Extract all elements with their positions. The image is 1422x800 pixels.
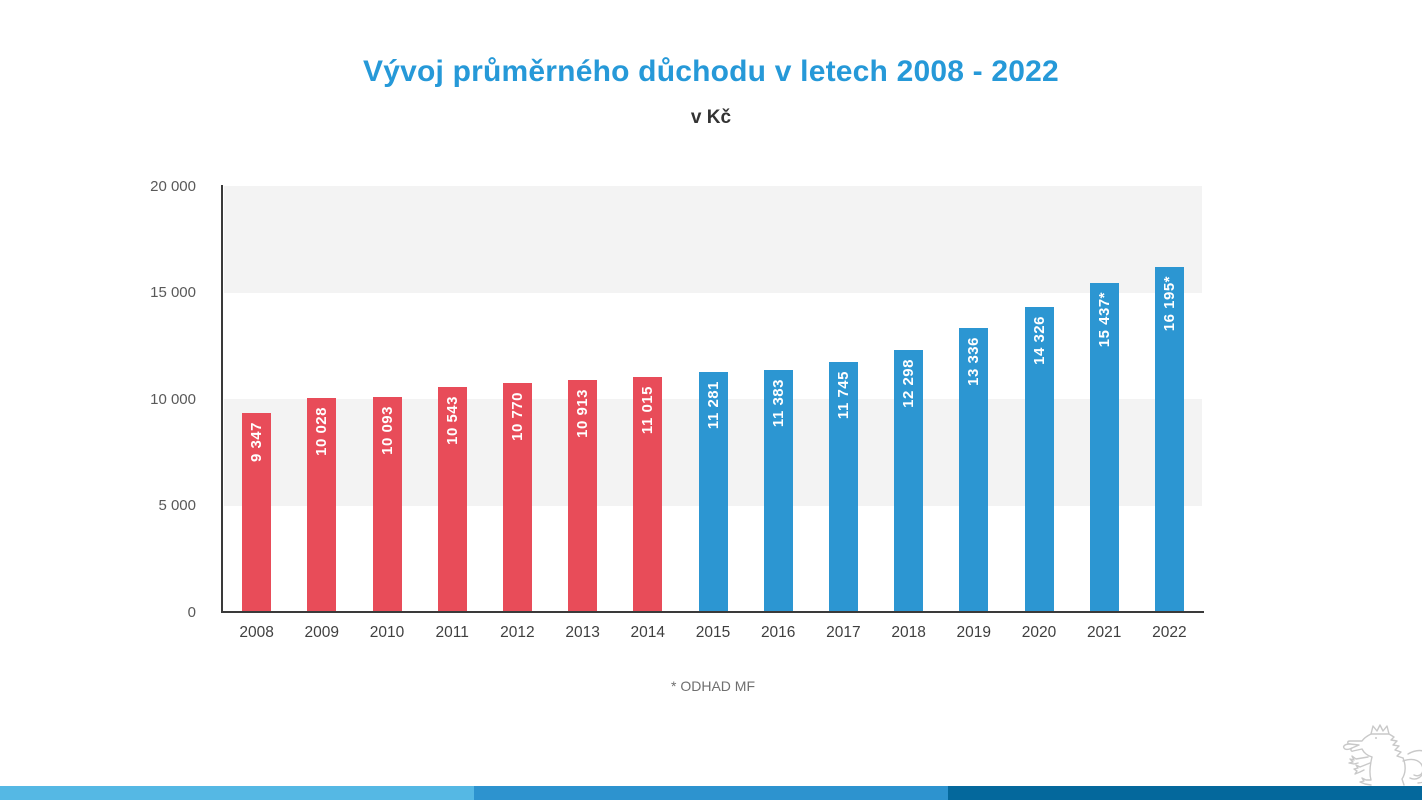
footer-stripes bbox=[0, 786, 1422, 800]
bar-value-label: 15 437* bbox=[1095, 292, 1113, 348]
x-tick-label-2010: 2010 bbox=[369, 624, 405, 641]
x-tick-label-2016: 2016 bbox=[760, 624, 796, 641]
x-tick-label-2020: 2020 bbox=[1021, 624, 1057, 641]
bar-value-label: 11 383 bbox=[769, 378, 787, 427]
bar-2013: 10 913 bbox=[568, 379, 598, 612]
x-tick-label-2019: 2019 bbox=[956, 624, 992, 641]
bar-2018: 12 298 bbox=[894, 350, 924, 612]
bar-value-label: 16 195* bbox=[1160, 276, 1178, 332]
plot-area: 9 347 10 028 10 093 10 543 10 770 10 913 11 01… bbox=[224, 186, 1202, 612]
y-tick-label: 15 000 bbox=[150, 284, 196, 301]
x-tick-label-2017: 2017 bbox=[826, 624, 861, 641]
x-tick-label-2009: 2009 bbox=[304, 624, 340, 641]
bar-value-label: 11 745 bbox=[834, 370, 852, 419]
bar-value-label: 10 913 bbox=[574, 388, 592, 438]
bar-value-label: 10 093 bbox=[378, 406, 396, 455]
bar-2019: 13 336 bbox=[959, 327, 989, 612]
bar-2016: 11 383 bbox=[763, 369, 793, 612]
y-tick-label: 5 000 bbox=[158, 497, 196, 514]
y-tick-label: 0 bbox=[187, 603, 196, 621]
bar-value-label: 13 336 bbox=[965, 336, 983, 386]
bar-2015: 11 281 bbox=[698, 371, 728, 612]
bar-2011: 10 543 bbox=[437, 387, 467, 612]
x-tick-label-2008: 2008 bbox=[239, 624, 274, 641]
footer-stripe-medium-blue bbox=[474, 786, 948, 800]
bar-2021: 15 437* bbox=[1089, 283, 1119, 612]
x-tick-label-2018: 2018 bbox=[891, 624, 926, 641]
bar-value-label: 10 543 bbox=[443, 396, 461, 446]
bar-2022: 16 195* bbox=[1154, 267, 1184, 612]
bar-2012: 10 770 bbox=[502, 382, 532, 612]
x-tick-label-2014: 2014 bbox=[630, 624, 666, 641]
chart-subtitle: v Kč bbox=[690, 107, 732, 128]
y-tick-label: 20 000 bbox=[150, 177, 196, 195]
bar-value-label: 10 028 bbox=[313, 407, 331, 457]
footnote: * ODHAD MF bbox=[671, 678, 755, 694]
bar-value-label: 14 326 bbox=[1030, 315, 1048, 365]
footer-stripe-dark-blue bbox=[948, 786, 1422, 800]
bar-2020: 14 326 bbox=[1024, 306, 1054, 612]
bar-value-label: 12 298 bbox=[900, 359, 918, 408]
bar-2010: 10 093 bbox=[372, 397, 402, 612]
bar-value-label: 11 281 bbox=[704, 380, 722, 429]
x-tick-label-2013: 2013 bbox=[565, 624, 600, 641]
y-axis-line bbox=[221, 185, 223, 613]
bar-value-label: 11 015 bbox=[639, 386, 657, 435]
x-tick-label-2012: 2012 bbox=[500, 624, 535, 641]
bar-2009: 10 028 bbox=[307, 398, 337, 612]
x-tick-label-2021: 2021 bbox=[1086, 624, 1122, 641]
bar-2008: 9 347 bbox=[242, 412, 272, 612]
y-tick-label: 10 000 bbox=[150, 390, 196, 408]
bar-value-label: 9 347 bbox=[248, 421, 266, 462]
bar-value-label: 10 770 bbox=[508, 391, 526, 441]
x-tick-label-2011: 2011 bbox=[435, 624, 469, 641]
x-tick-label-2022: 2022 bbox=[1152, 624, 1187, 641]
footer-stripe-light-blue bbox=[0, 786, 474, 800]
grid-band bbox=[224, 186, 1202, 293]
x-axis-line bbox=[221, 611, 1204, 613]
bar-2017: 11 745 bbox=[828, 361, 858, 612]
czech-lion-logo bbox=[1342, 724, 1422, 786]
x-tick-label-2015: 2015 bbox=[695, 624, 731, 641]
bar-2014: 11 015 bbox=[633, 377, 663, 612]
chart-title: Vývoj průměrného důchodu v letech 2008 -… bbox=[363, 55, 1059, 88]
